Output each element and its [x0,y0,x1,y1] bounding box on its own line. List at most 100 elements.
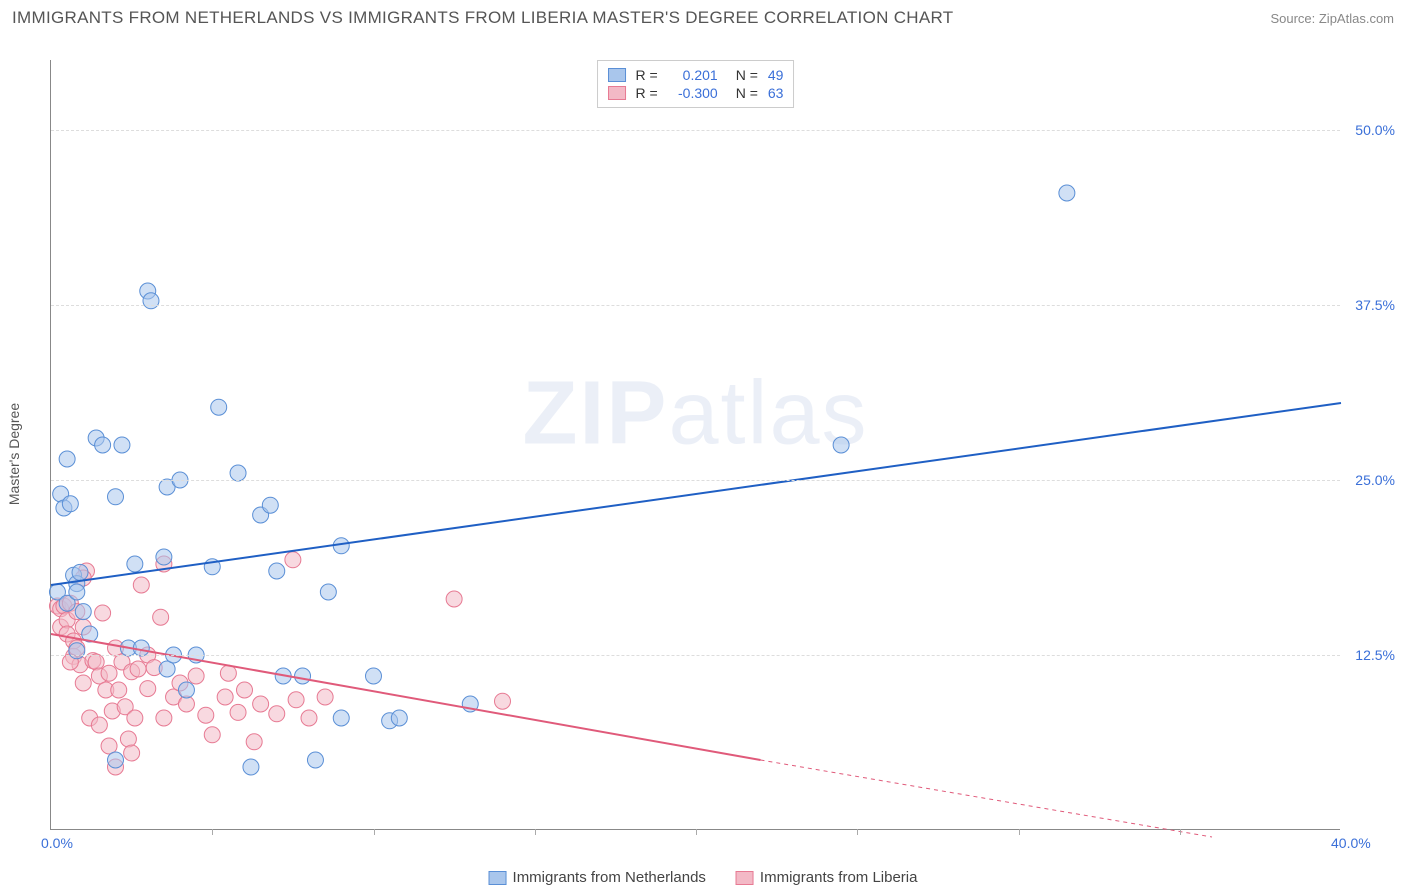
scatter-point-netherlands [133,640,149,656]
scatter-point-netherlands [391,710,407,726]
scatter-point-netherlands [75,604,91,620]
xtick-minor [212,829,213,835]
legend-label-netherlands: Immigrants from Netherlands [513,869,706,886]
legend-row-netherlands: R = 0.201 N = 49 [608,67,784,83]
correlation-legend: R = 0.201 N = 49 R = -0.300 N = 63 [597,60,795,108]
ytick-label: 37.5% [1345,297,1395,313]
gridline [51,305,1340,306]
scatter-point-netherlands [307,752,323,768]
scatter-point-netherlands [262,497,278,513]
xtick-minor [374,829,375,835]
scatter-point-liberia [446,591,462,607]
scatter-point-netherlands [69,643,85,659]
swatch-netherlands [608,68,626,82]
scatter-point-netherlands [366,668,382,684]
gridline [51,655,1340,656]
trend-line-liberia-dashed [761,760,1213,837]
y-axis-label: Master's Degree [6,403,22,505]
scatter-point-liberia [253,696,269,712]
scatter-point-liberia [288,692,304,708]
scatter-point-netherlands [69,584,85,600]
scatter-point-netherlands [333,710,349,726]
scatter-point-liberia [130,661,146,677]
scatter-point-liberia [198,707,214,723]
xtick-label: 40.0% [1331,835,1371,851]
source-label: Source: ZipAtlas.com [1270,11,1394,26]
scatter-point-netherlands [243,759,259,775]
scatter-point-liberia [246,734,262,750]
plot-svg [51,60,1340,829]
xtick-minor [857,829,858,835]
scatter-point-liberia [88,654,104,670]
scatter-point-liberia [91,717,107,733]
scatter-point-netherlands [230,465,246,481]
legend-row-liberia: R = -0.300 N = 63 [608,85,784,101]
scatter-point-liberia [269,706,285,722]
trend-line-netherlands [51,403,1341,585]
swatch-liberia-icon [736,871,754,885]
scatter-point-netherlands [833,437,849,453]
legend-item-netherlands: Immigrants from Netherlands [489,869,706,886]
scatter-point-liberia [153,609,169,625]
scatter-point-netherlands [211,399,227,415]
scatter-point-liberia [120,731,136,747]
ytick-label: 25.0% [1345,472,1395,488]
xtick-minor [1019,829,1020,835]
r-value-netherlands: 0.201 [668,67,718,83]
scatter-point-netherlands [95,437,111,453]
scatter-point-netherlands [178,682,194,698]
scatter-point-liberia [124,745,140,761]
swatch-netherlands-icon [489,871,507,885]
ytick-label: 12.5% [1345,647,1395,663]
scatter-point-liberia [95,605,111,621]
n-value-netherlands: 49 [768,67,784,83]
n-value-liberia: 63 [768,85,784,101]
r-label: R = [636,85,658,101]
scatter-point-liberia [230,704,246,720]
scatter-point-liberia [237,682,253,698]
scatter-point-liberia [204,727,220,743]
gridline [51,130,1340,131]
swatch-liberia [608,86,626,100]
scatter-point-netherlands [59,451,75,467]
r-label: R = [636,67,658,83]
scatter-point-liberia [220,665,236,681]
scatter-point-liberia [140,681,156,697]
scatter-point-liberia [188,668,204,684]
scatter-point-liberia [301,710,317,726]
plot-area: ZIPatlas R = 0.201 N = 49 R = -0.300 N =… [50,60,1340,830]
ytick-label: 50.0% [1345,122,1395,138]
chart-title: IMMIGRANTS FROM NETHERLANDS VS IMMIGRANT… [12,8,953,28]
n-label: N = [736,67,758,83]
scatter-point-liberia [217,689,233,705]
legend-item-liberia: Immigrants from Liberia [736,869,918,886]
legend-label-liberia: Immigrants from Liberia [760,869,918,886]
scatter-point-liberia [317,689,333,705]
scatter-point-netherlands [72,564,88,580]
xtick-minor [1180,829,1181,835]
series-legend: Immigrants from Netherlands Immigrants f… [489,869,918,886]
scatter-point-netherlands [108,489,124,505]
r-value-liberia: -0.300 [668,85,718,101]
scatter-point-liberia [101,665,117,681]
scatter-point-netherlands [295,668,311,684]
scatter-point-liberia [133,577,149,593]
scatter-point-netherlands [320,584,336,600]
scatter-point-liberia [127,710,143,726]
scatter-point-netherlands [127,556,143,572]
xtick-minor [535,829,536,835]
scatter-point-netherlands [143,293,159,309]
scatter-point-netherlands [62,496,78,512]
scatter-point-netherlands [1059,185,1075,201]
xtick-label: 0.0% [41,835,73,851]
trend-line-liberia [51,634,761,760]
scatter-point-liberia [495,693,511,709]
scatter-point-netherlands [108,752,124,768]
n-label: N = [736,85,758,101]
scatter-point-netherlands [114,437,130,453]
gridline [51,480,1340,481]
scatter-point-netherlands [269,563,285,579]
scatter-point-netherlands [156,549,172,565]
scatter-point-liberia [285,552,301,568]
scatter-point-liberia [111,682,127,698]
